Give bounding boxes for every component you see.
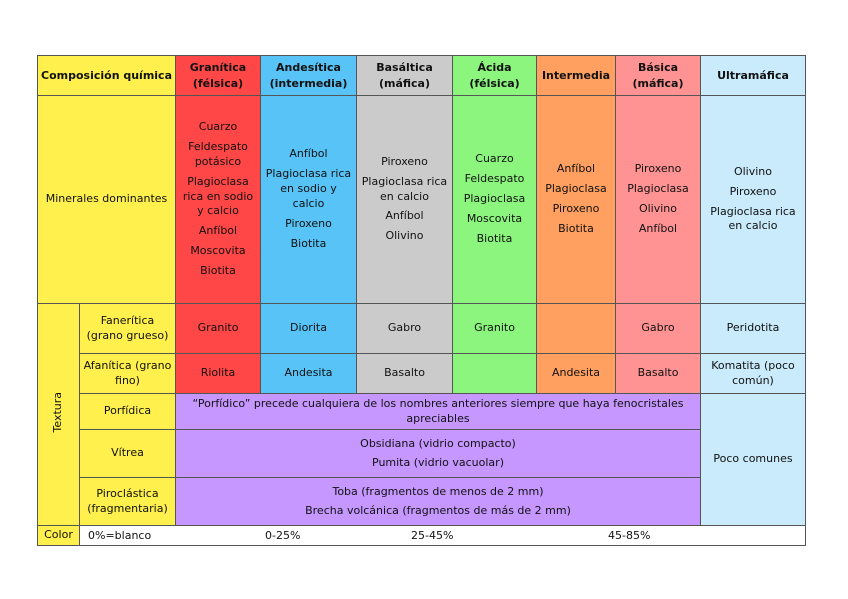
faneritica-basaltica: Gabro (356, 303, 453, 354)
porfidica-label: Porfídica (79, 393, 176, 430)
afanitica-row: Afanítica (grano fino) Riolita Andesita … (38, 353, 806, 394)
piroclastica-row: Piroclástica (fragmentaria) Toba (fragme… (38, 477, 806, 526)
color-value-0: 0%=blanco (88, 529, 152, 542)
minerales-granitica: Cuarzo Feldespato potásico Plagioclasa ric… (175, 95, 261, 304)
faneritica-intermedia (536, 303, 616, 354)
color-row: Color 0%=blanco 0-25% 25-45% 45-85% (37, 525, 806, 546)
color-scale: 0%=blanco 0-25% 25-45% 45-85% (79, 525, 806, 546)
textura-label: Textura (37, 303, 80, 526)
faneritica-row: Textura Fanerítica (grano grueso) Granit… (37, 303, 806, 526)
minerales-basaltica: Piroxeno Plagioclasa rica en calcio Anfíbo… (356, 95, 453, 304)
porfidica-text: “Porfídico” precede cualquiera de los no… (175, 393, 701, 430)
vitrea-label: Vítrea (79, 429, 176, 478)
afanitica-andesitica: Andesita (260, 353, 357, 394)
minerales-andesitica: Anfíbol Plagioclasa rica en sodio y calci… (260, 95, 357, 304)
color-value-2: 25-45% (411, 529, 454, 542)
piroclastica-text: Toba (fragmentos de menos de 2 mm) Brecha… (175, 477, 701, 526)
faneritica-basica: Gabro (615, 303, 701, 354)
color-value-3: 45-85% (608, 529, 651, 542)
minerales-label: Minerales dominantes (37, 95, 176, 304)
header-granitica: Granítica (félsica) (175, 55, 261, 96)
header-composicion: Composición química (37, 55, 176, 96)
rock-classification-table: Composición química Granítica (félsica) A… (37, 55, 806, 546)
porfidica-row: Porfídica “Porfídico” precede cualquiera… (38, 393, 806, 526)
faneritica-label: Fanerítica (grano grueso) (79, 303, 176, 354)
afanitica-basaltica: Basalto (356, 353, 453, 394)
afanitica-label: Afanítica (grano fino) (79, 353, 176, 394)
minerales-row: Minerales dominantes Cuarzo Feldespato po… (37, 95, 806, 304)
header-basaltica: Basáltica (máfica) (356, 55, 453, 96)
minerales-ultramafica: Olivino Piroxeno Plagioclasa rica en calci… (700, 95, 806, 304)
poco-comunes: Poco comunes (700, 393, 806, 526)
vitrea-row: Vítrea Obsidiana (vidrio compacto) Pumita… (38, 429, 806, 478)
header-ultramafica: Ultramáfica (700, 55, 806, 96)
vitrea-text: Obsidiana (vidrio compacto) Pumita (vidri… (175, 429, 701, 478)
afanitica-granitica: Riolita (175, 353, 261, 394)
minerales-acida: Cuarzo Feldespato Plagioclasa Moscovita Biot… (452, 95, 537, 304)
header-intermedia: Intermedia (536, 55, 616, 96)
piroclastica-label: Piroclástica (fragmentaria) (79, 477, 176, 526)
header-basica: Básica (máfica) (615, 55, 701, 96)
afanitica-acida (452, 353, 537, 394)
faneritica-ultramafica: Peridotita (700, 303, 806, 354)
minerales-intermedia: Anfíbol Plagioclasa Piroxeno Biotita (536, 95, 616, 304)
header-andesitica: Andesítica (intermedia) (260, 55, 357, 96)
header-row: Composición química Granítica (félsica) A… (37, 55, 806, 96)
header-acida: Ácida (félsica) (452, 55, 537, 96)
afanitica-basica: Basalto (615, 353, 701, 394)
afanitica-ultramafica: Komatita (poco común) (700, 353, 806, 394)
faneritica-andesitica: Diorita (260, 303, 357, 354)
minerales-basica: Piroxeno Plagioclasa Olivino Anfíbol (615, 95, 701, 304)
color-value-1: 0-25% (265, 529, 301, 542)
afanitica-intermedia: Andesita (536, 353, 616, 394)
faneritica-granitica: Granito (175, 303, 261, 354)
color-label: Color (37, 525, 80, 546)
faneritica-acida: Granito (452, 303, 537, 354)
